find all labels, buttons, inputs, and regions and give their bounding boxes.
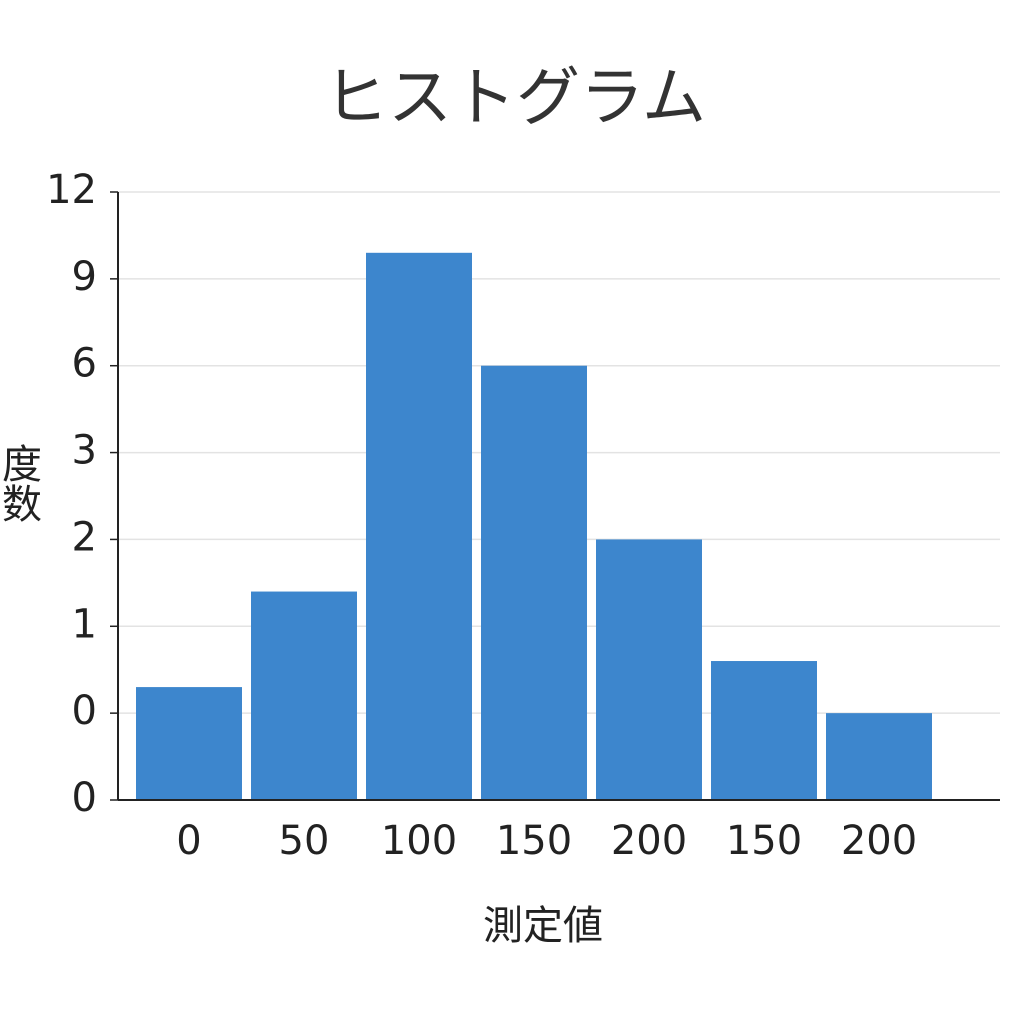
x-tick-label: 0: [176, 818, 201, 864]
y-tick-label: 2: [72, 514, 97, 560]
y-tick-label: 12: [46, 167, 97, 213]
y-axis-label: 度数: [0, 443, 41, 523]
x-tick-label: 100: [381, 818, 457, 864]
x-tick-label: 200: [611, 818, 687, 864]
bar: [251, 591, 357, 800]
bar: [596, 539, 702, 800]
x-axis-label: 測定値: [483, 903, 603, 949]
bar: [481, 365, 587, 800]
x-tick-label: 200: [841, 818, 917, 864]
y-tick-label: 9: [72, 254, 97, 300]
y-tick-label: 3: [72, 428, 97, 474]
bar: [136, 687, 242, 800]
y-tick-label: 0: [72, 688, 97, 734]
y-tick-label: 1: [72, 601, 97, 647]
x-tick-label: 150: [496, 818, 572, 864]
y-tick-label: 0: [72, 775, 97, 821]
chart-title: ヒストグラム: [324, 62, 706, 136]
bar: [366, 252, 472, 801]
x-tick-label: 150: [726, 818, 802, 864]
x-tick-label: 50: [279, 818, 330, 864]
bar: [711, 661, 817, 800]
y-tick-label: 6: [72, 341, 97, 387]
bar: [826, 713, 932, 800]
